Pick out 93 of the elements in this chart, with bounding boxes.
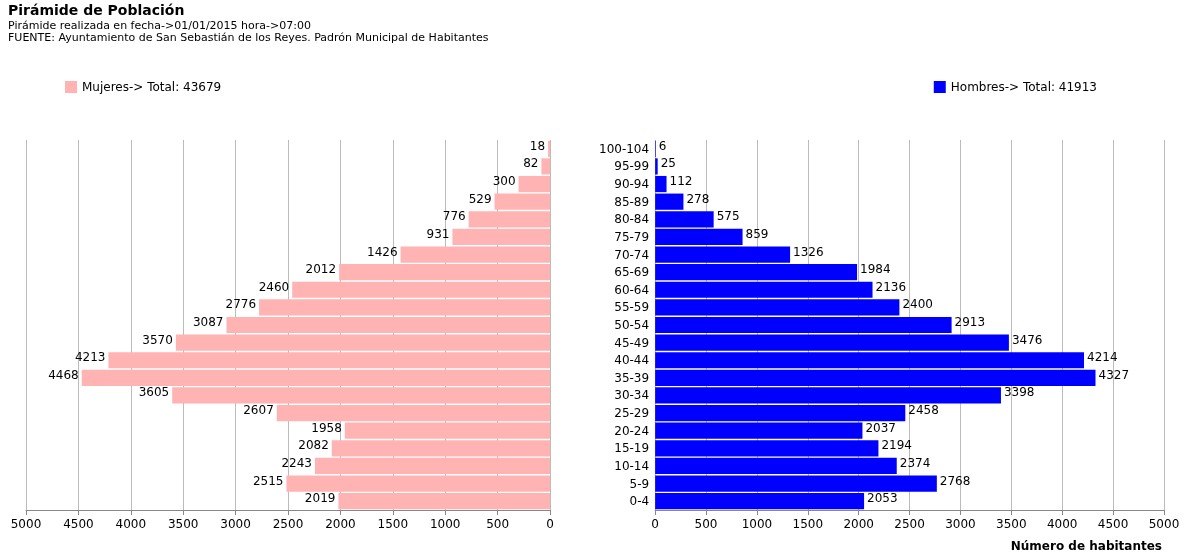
data-label: 4213 [74, 350, 106, 365]
x-tick-label: 3000 [945, 517, 976, 531]
y-tick-label: 20-24 [614, 423, 650, 438]
y-tick-label: 90-94 [614, 177, 650, 192]
x-tick-label: 0 [651, 517, 659, 531]
data-label: 2037 [865, 420, 896, 435]
data-label: 776 [442, 209, 466, 224]
data-label: 4214 [1087, 350, 1118, 365]
data-label: 82 [523, 156, 539, 171]
y-tick-label: 100-104 [599, 141, 650, 156]
x-axis-title: Número de habitantes [1010, 539, 1162, 553]
chart-subtitle: Pirámide realizada en fecha->01/01/2015 hora->07:00 [8, 19, 312, 32]
x-tick-label: 2500 [272, 517, 304, 531]
data-label: 2194 [881, 438, 912, 453]
data-label: 3087 [192, 315, 224, 329]
bar [655, 316, 952, 334]
data-label: 2515 [252, 473, 284, 488]
y-tick-label: 70-74 [614, 247, 650, 262]
x-tick-label: 3000 [220, 517, 251, 531]
y-tick-label: 40-44 [614, 353, 650, 368]
data-label: 18 [529, 138, 546, 153]
x-tick-label: 1500 [377, 517, 409, 531]
y-tick-label: 55-59 [614, 300, 650, 315]
data-label: 112 [669, 174, 693, 189]
data-label: 3476 [1011, 332, 1043, 347]
data-label: 2460 [258, 279, 290, 294]
x-tick-label: 5000 [10, 517, 42, 531]
data-label: 2374 [899, 455, 931, 470]
y-tick-label: 65-69 [614, 265, 650, 280]
x-tick-label: 2000 [843, 517, 874, 531]
data-label: 1326 [793, 244, 824, 259]
y-tick-label: 10-14 [614, 458, 650, 473]
data-label: 859 [745, 226, 769, 241]
y-tick-label: 15-19 [614, 441, 650, 456]
x-tick-label: 5000 [1148, 517, 1180, 531]
data-label: 3398 [1003, 385, 1035, 400]
data-label: 4468 [48, 367, 79, 382]
data-label: 931 [426, 226, 450, 241]
x-tick-label: 3500 [167, 517, 199, 531]
y-tick-label: 80-84 [614, 212, 650, 227]
data-label: 2053 [867, 491, 898, 506]
x-tick-label: 4500 [63, 517, 94, 531]
data-label: 1426 [367, 244, 398, 259]
data-label: 529 [468, 191, 492, 206]
x-tick-label: 500 [486, 517, 510, 531]
data-label: 2458 [908, 403, 939, 418]
legend-label: Hombres-> Total: 41913 [950, 80, 1097, 94]
data-label: 2243 [281, 455, 312, 470]
y-tick-label: 95-99 [614, 159, 650, 174]
data-label: 575 [716, 209, 740, 224]
data-label: 2012 [305, 262, 337, 277]
y-tick-label: 85-89 [614, 194, 650, 209]
data-label: 278 [686, 191, 710, 206]
x-tick-label: 3500 [996, 517, 1027, 531]
data-label: 300 [492, 174, 516, 189]
data-label: 1984 [860, 262, 891, 277]
data-label: 1958 [311, 420, 342, 435]
x-tick-label: 4000 [1046, 517, 1078, 531]
legend-label: Mujeres-> Total: 43679 [82, 80, 222, 94]
x-tick-label: 4500 [1097, 517, 1129, 531]
y-tick-label: 25-29 [614, 406, 650, 421]
x-tick-label: 2000 [325, 517, 356, 531]
x-tick-label: 1000 [429, 517, 461, 531]
y-tick-label: 5-9 [629, 476, 650, 491]
data-label: 2607 [243, 403, 274, 418]
data-label: 2136 [875, 279, 907, 294]
x-tick-label: 4000 [115, 517, 147, 531]
data-label: 6 [658, 138, 667, 153]
data-label: 2400 [902, 297, 933, 312]
x-tick-label: 500 [694, 517, 718, 531]
y-tick-label: 75-79 [614, 229, 650, 244]
data-label: 2913 [954, 315, 986, 329]
chart-title: Pirámide de Población [8, 2, 186, 18]
x-tick-label: 1500 [792, 517, 824, 531]
data-label: 2019 [304, 491, 336, 506]
data-label: 3570 [142, 332, 173, 347]
y-tick-label: 30-34 [614, 388, 650, 403]
x-tick-label: 2500 [894, 517, 925, 531]
data-label: 4327 [1098, 367, 1130, 382]
data-label: 2082 [298, 438, 329, 453]
x-tick-label: 1000 [741, 517, 773, 531]
data-label: 25 [660, 156, 676, 171]
x-tick-label: 0 [546, 517, 554, 531]
bar [226, 316, 550, 334]
y-tick-label: 60-64 [614, 282, 650, 297]
y-tick-label: 0-4 [629, 494, 650, 509]
y-tick-label: 45-49 [614, 335, 650, 350]
y-tick-label: 50-54 [614, 318, 650, 332]
y-tick-label: 35-39 [614, 370, 650, 385]
data-label: 2768 [939, 473, 971, 488]
data-label: 2776 [225, 297, 257, 312]
source-note: FUENTE: Ayuntamiento de San Sebastián de los Reyes. Padrón Municipal de Habitantes [8, 31, 489, 44]
data-label: 3605 [138, 385, 170, 400]
